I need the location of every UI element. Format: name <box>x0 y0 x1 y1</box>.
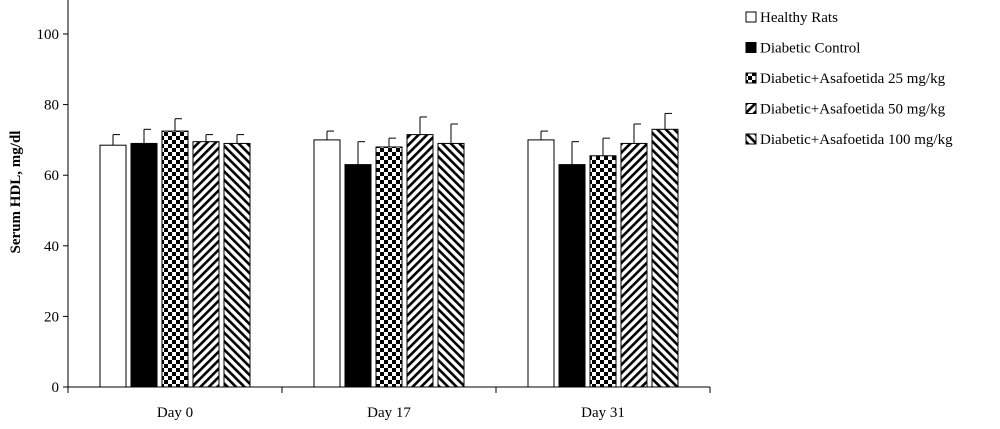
legend-label: Diabetic Control <box>760 41 860 57</box>
x-tick-label: Day 31 <box>581 405 625 421</box>
legend-swatch <box>745 103 757 114</box>
bar <box>223 142 251 388</box>
legend-swatch <box>745 42 757 53</box>
bar <box>375 146 403 388</box>
legend-label: Diabetic+Asafoetida 100 mg/kg <box>760 132 953 148</box>
bar <box>99 144 127 388</box>
legend-swatch <box>745 11 757 23</box>
y-tick-label: 100 <box>37 27 60 43</box>
x-tick-label: Day 0 <box>157 405 193 421</box>
legend: Healthy Rats Diabetic Control Diabetic+Asa… <box>745 10 953 148</box>
x-tick-label: Day 17 <box>367 405 411 421</box>
legend-label: Diabetic+Asafoetida 25 mg/kg <box>760 71 946 87</box>
bar <box>344 164 372 388</box>
y-axis-title: Serum HDL, mg/dl <box>8 131 24 254</box>
bar <box>527 139 555 388</box>
error-bars <box>112 112 672 165</box>
bar <box>651 128 679 388</box>
legend-label: Healthy Rats <box>760 10 838 26</box>
bars <box>99 128 679 388</box>
y-tick-label: 0 <box>52 380 60 396</box>
bar <box>437 142 465 388</box>
bar <box>130 142 158 388</box>
bar <box>406 134 434 388</box>
bar <box>313 139 341 388</box>
y-tick-label: 20 <box>44 309 59 325</box>
legend-swatch <box>745 133 757 145</box>
axes: 0 20 40 60 80 100 Day 0 Day 17 Day 31 <box>37 0 711 421</box>
bar <box>558 164 586 388</box>
y-tick-label: 80 <box>44 98 59 114</box>
y-tick-label: 60 <box>44 168 59 184</box>
y-tick-label: 40 <box>44 239 59 255</box>
bar <box>192 141 220 388</box>
bar <box>161 130 189 388</box>
bar <box>620 142 648 388</box>
legend-swatch <box>745 72 757 84</box>
legend-label: Diabetic+Asafoetida 50 mg/kg <box>760 102 946 118</box>
bar <box>589 155 617 388</box>
